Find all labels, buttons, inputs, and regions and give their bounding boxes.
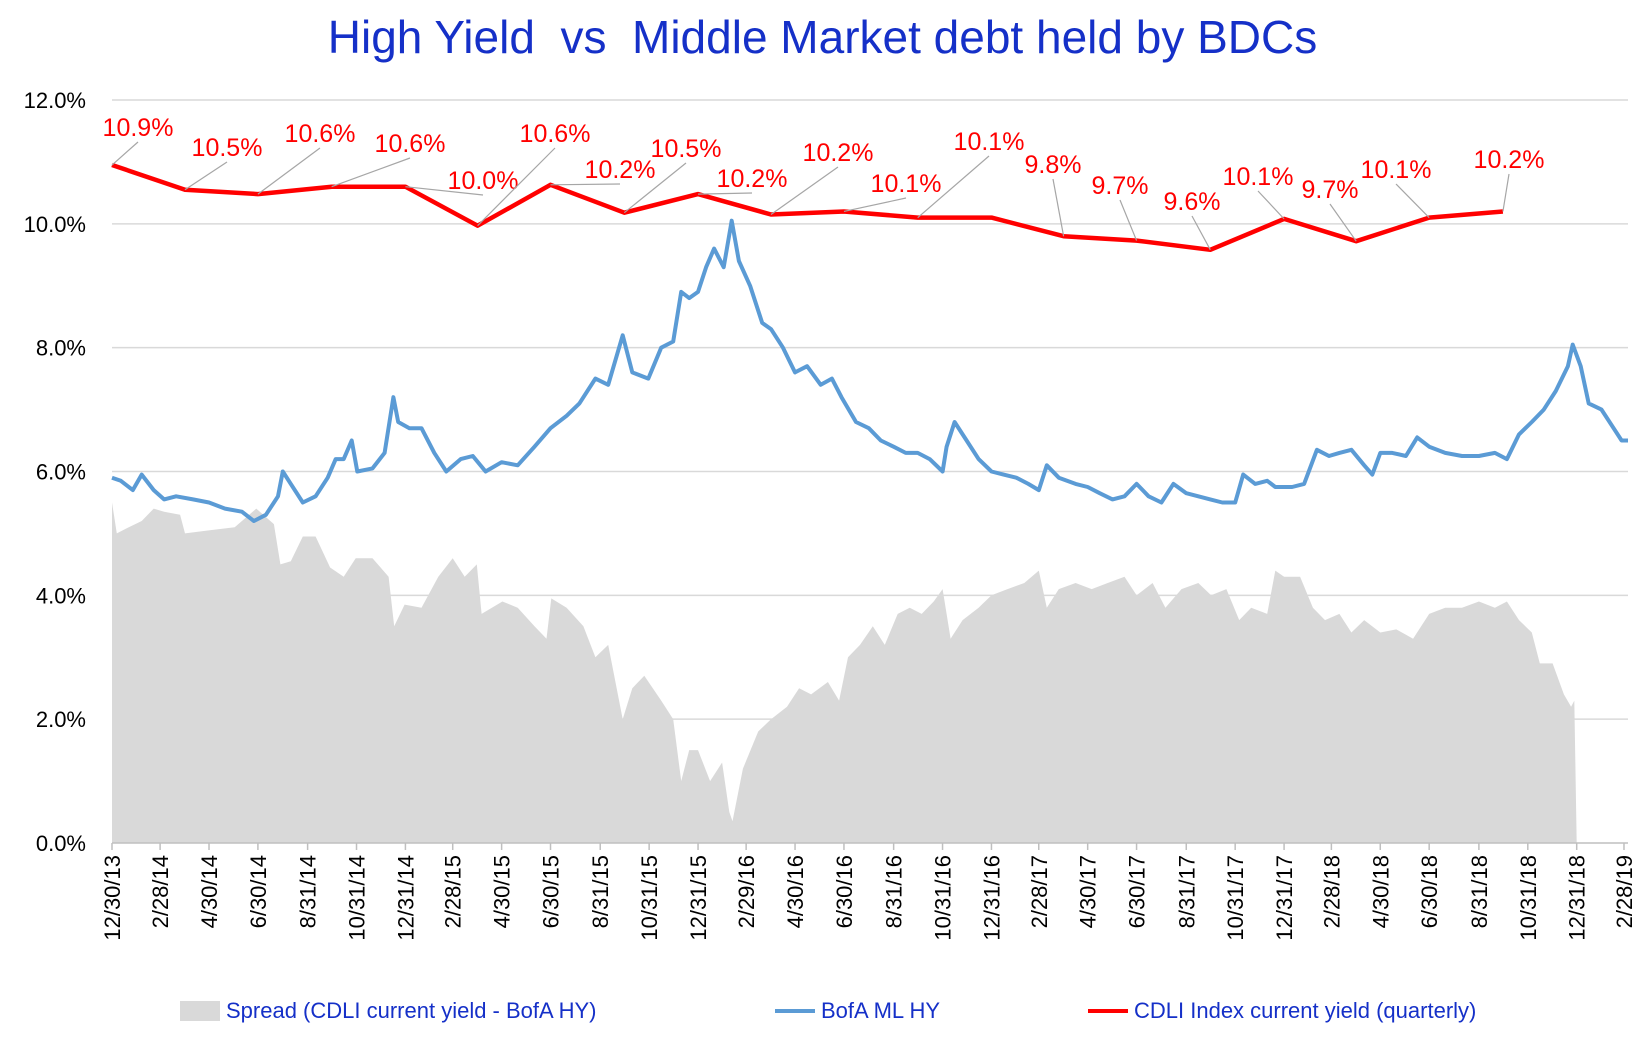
x-tick-label: 2/29/16 [734,855,759,928]
x-tick-label: 8/31/15 [588,855,613,928]
legend-label-cdli: CDLI Index current yield (quarterly) [1134,998,1477,1023]
legend-label-spread: Spread (CDLI current yield - BofA HY) [226,998,597,1023]
data-label: 10.2% [717,165,788,193]
data-label: 10.9% [103,114,174,142]
legend-item-cdli: CDLI Index current yield (quarterly) [1088,998,1476,1024]
data-label: 10.0% [448,167,519,195]
data-label-leader [698,192,753,195]
x-tick-label: 2/28/14 [148,855,173,928]
x-tick-label: 8/31/18 [1467,855,1492,928]
x-tick-label: 2/28/17 [1027,855,1052,928]
x-tick-label: 6/30/18 [1417,855,1442,928]
x-tick-label: 8/31/16 [882,855,907,928]
data-label-leader [1257,190,1285,220]
x-tick-label: 12/31/17 [1272,855,1297,941]
x-tick-label: 12/31/14 [393,855,418,941]
data-label-leader [184,161,228,191]
data-label: 10.6% [520,120,591,148]
data-label: 10.2% [585,156,656,184]
legend-swatch-spread [180,1001,220,1021]
x-tick-label: 4/30/14 [197,855,222,928]
data-label: 10.5% [651,135,722,163]
data-label-leader [550,183,621,186]
y-tick-label: 4.0% [36,583,86,608]
legend-item-spread: Spread (CDLI current yield - BofA HY) [180,998,596,1024]
x-tick-label: 6/30/15 [539,855,564,928]
legend-swatch-cdli [1088,1009,1128,1013]
chart-title: High Yield vs Middle Market debt held by… [327,11,1318,63]
y-tick-label: 2.0% [36,707,86,732]
data-label: 10.1% [954,128,1025,156]
x-tick-label: 4/30/17 [1076,855,1101,928]
data-label: 10.5% [192,134,263,162]
data-label-leader [770,166,839,216]
data-label: 10.2% [1474,146,1545,174]
data-label-leader [1329,203,1357,242]
data-label-leader [623,162,687,214]
data-label: 10.2% [803,139,874,167]
data-label: 9.6% [1164,188,1221,216]
data-label-leader [1502,173,1510,212]
x-tick-label: 4/30/16 [783,855,808,928]
x-tick-label: 10/31/15 [637,855,662,941]
x-tick-label: 12/31/15 [686,855,711,941]
data-label: 10.1% [871,170,942,198]
data-label-leader [405,186,484,196]
data-label-leader [1191,215,1211,251]
y-tick-label: 6.0% [36,460,86,485]
x-tick-label: 12/31/18 [1565,855,1590,941]
x-tick-label: 2/28/18 [1319,855,1344,928]
data-label-leader [477,147,556,227]
x-tick-label: 6/30/16 [832,855,857,928]
legend: Spread (CDLI current yield - BofA HY) Bo… [0,998,1645,1038]
data-label: 10.6% [375,130,446,158]
x-tick-label: 8/31/17 [1174,855,1199,928]
data-label-leader [1052,178,1065,237]
x-tick-label: 2/28/15 [441,855,466,928]
legend-swatch-bofa-hy [775,1009,815,1013]
x-tick-label: 12/31/16 [979,855,1004,941]
y-tick-label: 0.0% [36,831,86,856]
x-tick-label: 10/31/14 [345,855,370,941]
data-label-leader [257,147,321,195]
series-spread-area [112,502,1577,843]
x-tick-label: 10/31/16 [931,855,956,941]
data-label: 10.1% [1361,156,1432,184]
data-label-leader [1395,183,1430,219]
data-label: 9.8% [1025,151,1082,179]
data-label: 9.7% [1302,176,1359,204]
x-tick-label: 4/30/15 [490,855,515,928]
data-label-leader [111,141,139,166]
y-tick-label: 12.0% [24,88,86,113]
x-tick-label: 4/30/18 [1368,855,1393,928]
data-label-leader [843,197,907,213]
x-tick-label: 8/31/14 [296,855,321,928]
y-tick-label: 10.0% [24,212,86,237]
data-label: 9.7% [1092,172,1149,200]
legend-item-bofa-hy: BofA ML HY [775,998,940,1024]
data-label: 10.1% [1223,163,1294,191]
data-label-leader [331,157,411,188]
y-tick-label: 8.0% [36,336,86,361]
x-tick-label: 10/31/18 [1516,855,1541,941]
x-tick-label: 2/28/19 [1612,855,1637,928]
legend-label-bofa-hy: BofA ML HY [821,998,941,1023]
x-tick-label: 6/30/14 [246,855,271,928]
x-tick-label: 12/30/13 [100,855,125,941]
data-label-leader [917,155,990,219]
x-tick-label: 6/30/17 [1125,855,1150,928]
series-cdli-line [111,162,1504,253]
series-bofa-hy-line [111,218,1628,523]
data-label: 10.6% [285,120,356,148]
x-tick-label: 10/31/17 [1223,855,1248,941]
data-label-leader [1119,199,1138,241]
